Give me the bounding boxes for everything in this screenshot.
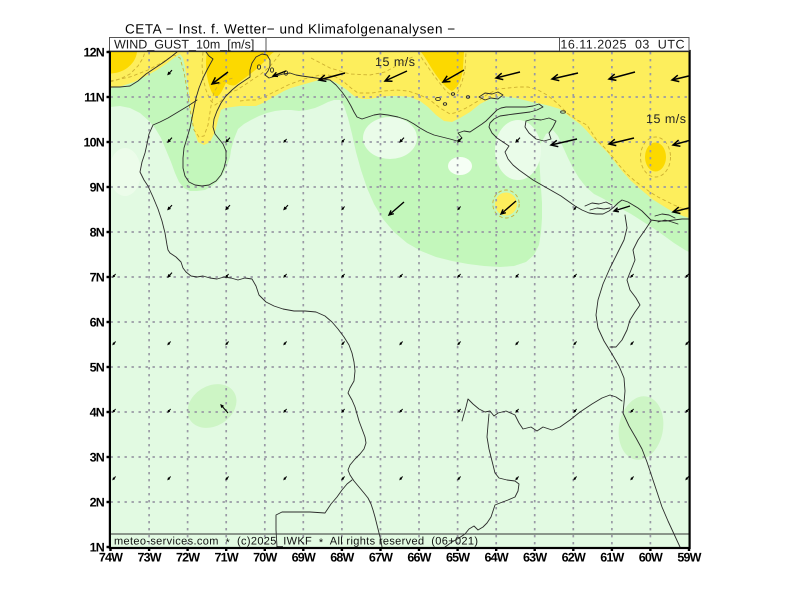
svg-text:65W: 65W (446, 551, 470, 565)
svg-text:8N: 8N (90, 226, 105, 240)
svg-text:61W: 61W (600, 551, 624, 565)
svg-text:meteo-services.com * (c)2025: meteo-services.com * (c)2025_IWKF * All … (114, 536, 478, 550)
svg-text:1N: 1N (90, 541, 105, 555)
svg-text:67W: 67W (369, 551, 393, 565)
svg-text:70W: 70W (253, 551, 277, 565)
svg-text:WIND_GUST_10m_[m/s]: WIND_GUST_10m_[m/s] (114, 38, 254, 52)
svg-text:59W: 59W (677, 551, 701, 565)
svg-text:66W: 66W (407, 551, 431, 565)
svg-text:2N: 2N (90, 496, 105, 510)
svg-text:74W: 74W (99, 551, 123, 565)
svg-text:CETA − Inst. f. Wetter− und Kl: CETA − Inst. f. Wetter− und Klimafolgena… (125, 22, 456, 37)
svg-text:15 m/s: 15 m/s (646, 112, 687, 126)
svg-text:4N: 4N (90, 406, 105, 420)
svg-text:3N: 3N (90, 451, 105, 465)
svg-text:9N: 9N (90, 181, 105, 195)
svg-text:12N: 12N (83, 46, 104, 60)
svg-text:64W: 64W (485, 551, 509, 565)
svg-text:68W: 68W (330, 551, 354, 565)
svg-text:60W: 60W (639, 551, 663, 565)
svg-text:10N: 10N (83, 136, 104, 150)
svg-text:6N: 6N (90, 316, 105, 330)
svg-text:15 m/s: 15 m/s (375, 55, 416, 69)
svg-text:11N: 11N (84, 91, 105, 105)
svg-text:62W: 62W (562, 551, 586, 565)
svg-text:69W: 69W (292, 551, 316, 565)
svg-text:63W: 63W (523, 551, 547, 565)
svg-text:5N: 5N (90, 361, 105, 375)
svg-text:7N: 7N (90, 271, 105, 285)
svg-text:16.11.2025 03 UTC: 16.11.2025 03 UTC (560, 38, 685, 52)
svg-text:73W: 73W (137, 551, 161, 565)
svg-text:72W: 72W (176, 551, 200, 565)
svg-text:71W: 71W (215, 551, 239, 565)
